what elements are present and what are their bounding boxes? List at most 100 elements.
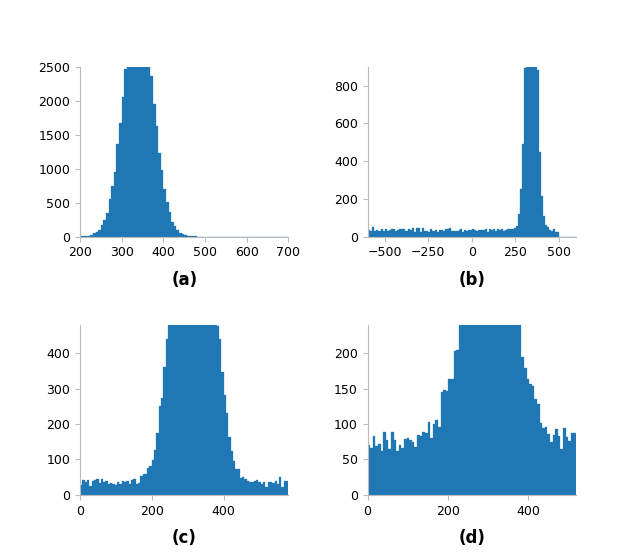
Bar <box>568 441 571 495</box>
Bar <box>571 433 573 495</box>
Bar <box>399 445 401 495</box>
Bar <box>154 450 156 495</box>
Bar <box>383 231 385 237</box>
Bar <box>433 231 435 237</box>
Bar <box>113 484 115 495</box>
Bar <box>207 118 210 495</box>
Bar <box>263 483 265 495</box>
Bar <box>503 246 506 495</box>
Bar <box>478 230 480 237</box>
Bar <box>228 437 230 495</box>
Bar <box>240 478 242 495</box>
Bar <box>166 201 168 237</box>
Bar <box>216 326 219 495</box>
Bar <box>366 232 368 237</box>
Bar <box>226 414 228 495</box>
Bar <box>401 448 404 495</box>
Bar <box>179 233 182 237</box>
Bar <box>488 232 490 237</box>
Bar <box>468 230 470 237</box>
Bar <box>439 230 441 237</box>
Bar <box>233 461 235 495</box>
Bar <box>509 229 511 237</box>
Bar <box>551 231 553 237</box>
Bar <box>474 220 477 495</box>
Bar <box>150 466 152 495</box>
Bar <box>394 440 396 495</box>
Bar <box>196 0 198 495</box>
Bar <box>515 229 516 237</box>
Bar <box>104 220 106 237</box>
Bar <box>106 481 108 495</box>
Bar <box>486 230 488 237</box>
Bar <box>482 186 485 495</box>
Text: (a): (a) <box>171 271 197 289</box>
Bar <box>381 451 383 495</box>
Bar <box>493 229 495 237</box>
Bar <box>117 481 120 495</box>
Bar <box>420 436 422 495</box>
Bar <box>124 69 127 237</box>
Bar <box>516 226 518 237</box>
Bar <box>114 172 116 237</box>
Bar <box>173 203 175 495</box>
Bar <box>253 481 256 495</box>
Bar <box>159 406 161 495</box>
Bar <box>529 384 532 495</box>
Bar <box>500 246 503 495</box>
Bar <box>547 434 550 495</box>
Bar <box>372 227 374 237</box>
Bar <box>376 230 378 237</box>
Bar <box>373 436 376 495</box>
Bar <box>530 0 532 237</box>
Bar <box>193 0 196 495</box>
Bar <box>480 230 482 237</box>
Bar <box>182 25 184 495</box>
Bar <box>182 235 184 237</box>
Bar <box>426 231 428 237</box>
Bar <box>221 371 223 495</box>
Bar <box>558 436 561 495</box>
Bar <box>395 231 397 237</box>
Bar <box>418 229 420 237</box>
Bar <box>380 231 381 237</box>
Bar <box>543 216 545 237</box>
Bar <box>132 12 134 237</box>
Bar <box>552 435 555 495</box>
Bar <box>508 260 511 495</box>
Bar <box>435 420 438 495</box>
Bar <box>541 196 543 237</box>
Bar <box>235 469 237 495</box>
Bar <box>391 432 394 495</box>
Bar <box>429 229 431 237</box>
Bar <box>550 443 552 495</box>
Bar <box>277 484 279 495</box>
Bar <box>230 450 233 495</box>
Bar <box>140 0 143 237</box>
Bar <box>189 0 191 495</box>
Bar <box>156 433 159 495</box>
Bar <box>145 474 147 495</box>
Bar <box>499 230 501 237</box>
Bar <box>399 230 401 237</box>
Bar <box>156 126 158 237</box>
Bar <box>175 150 177 495</box>
Bar <box>438 427 440 495</box>
Bar <box>161 170 163 237</box>
Bar <box>376 446 378 495</box>
Bar <box>389 230 391 237</box>
Text: (d): (d) <box>458 529 485 547</box>
Bar <box>186 0 189 495</box>
Bar <box>549 230 551 237</box>
Bar <box>518 214 520 237</box>
Bar <box>545 427 547 495</box>
Bar <box>492 230 493 237</box>
Bar <box>163 367 166 495</box>
Bar <box>259 481 260 495</box>
Bar <box>485 203 488 495</box>
Bar <box>396 451 399 495</box>
Bar <box>412 229 414 237</box>
Bar <box>415 448 417 495</box>
Bar <box>501 229 503 237</box>
Bar <box>484 230 486 237</box>
